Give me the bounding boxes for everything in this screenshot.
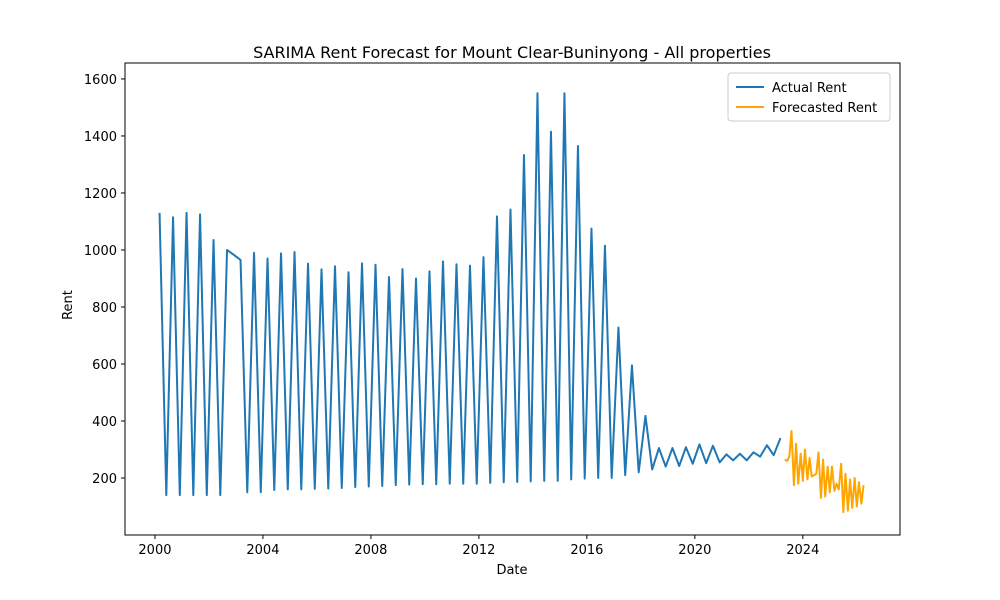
x-tick-label: 2024 bbox=[786, 543, 819, 558]
x-tick-label: 2020 bbox=[678, 543, 711, 558]
plot-frame bbox=[124, 62, 901, 536]
legend-box bbox=[727, 72, 891, 122]
y-tick-label: 1000 bbox=[84, 244, 117, 259]
line bbox=[158, 92, 782, 497]
y-tick-label: 600 bbox=[92, 358, 117, 373]
x-tick-label: 2000 bbox=[138, 543, 171, 558]
x-tick-label: 2008 bbox=[354, 543, 387, 558]
y-tick-label: 400 bbox=[92, 415, 117, 430]
y-tick-label: 1200 bbox=[84, 187, 117, 202]
y-axis-label: Rent bbox=[61, 290, 76, 320]
line bbox=[784, 429, 865, 514]
y-tick-label: 1600 bbox=[84, 73, 117, 88]
chart-title: SARIMA Rent Forecast for Mount Clear-Bun… bbox=[253, 43, 771, 62]
x-tick-label: 2016 bbox=[570, 543, 603, 558]
legend-label: Actual Rent bbox=[772, 81, 847, 96]
y-tick-label: 1400 bbox=[84, 130, 117, 145]
legend-label: Forecasted Rent bbox=[772, 101, 877, 116]
y-tick-label: 800 bbox=[92, 301, 117, 316]
y-tick-label: 200 bbox=[92, 472, 117, 487]
x-axis-label: Date bbox=[496, 563, 527, 578]
x-tick-label: 2012 bbox=[462, 543, 495, 558]
x-tick-label: 2004 bbox=[246, 543, 279, 558]
